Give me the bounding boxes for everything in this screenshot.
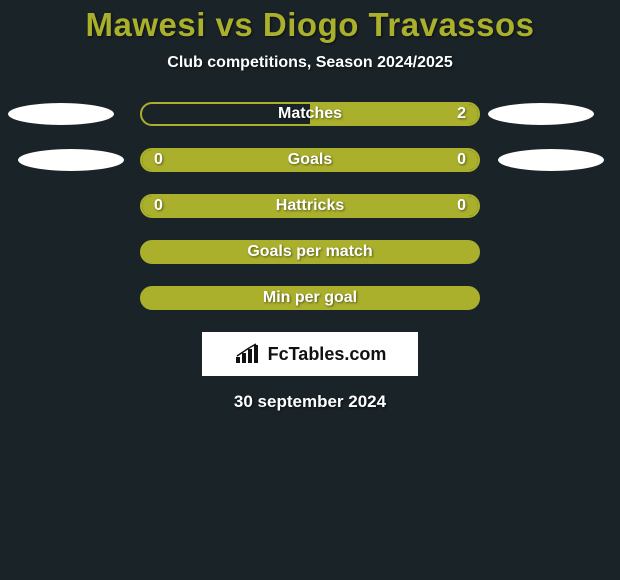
comparison-infographic: Mawesi vs Diogo Travassos Club competiti… (0, 0, 620, 580)
subtitle: Club competitions, Season 2024/2025 (0, 54, 620, 72)
stat-rows: Matches 2 Goals 0 0 Hattricks 0 0 Goals per matc… (0, 102, 620, 310)
right-photo-placeholder (488, 103, 594, 125)
stat-label: Goals (288, 151, 332, 169)
stat-label: Matches (278, 105, 342, 123)
stat-label: Goals per match (247, 243, 372, 261)
stat-bar: Goals 0 0 (140, 148, 480, 172)
stat-row: Matches 2 (0, 102, 620, 126)
left-fill (140, 150, 310, 170)
date-line: 30 september 2024 (0, 392, 620, 412)
stat-label: Min per goal (263, 289, 357, 307)
left-photo-placeholder (18, 149, 124, 171)
left-photo-placeholder (8, 103, 114, 125)
stat-right-value: 0 (457, 151, 466, 169)
stat-row: Hattricks 0 0 (0, 194, 620, 218)
stat-label: Hattricks (276, 197, 344, 215)
logo-text: FcTables.com (268, 344, 387, 365)
stat-bar: Goals per match (140, 240, 480, 264)
stat-bar: Hattricks 0 0 (140, 194, 480, 218)
right-fill (310, 150, 480, 170)
logo-box: FcTables.com (202, 332, 418, 376)
stat-bar: Matches 2 (140, 102, 480, 126)
stat-left-value: 0 (154, 151, 163, 169)
bars-icon (234, 343, 262, 365)
stat-right-value: 2 (457, 105, 466, 123)
stat-row: Goals per match (0, 240, 620, 264)
stat-right-value: 0 (457, 197, 466, 215)
stat-row: Min per goal (0, 286, 620, 310)
right-photo-placeholder (498, 149, 604, 171)
page-title: Mawesi vs Diogo Travassos (0, 0, 620, 44)
stat-bar: Min per goal (140, 286, 480, 310)
stat-row: Goals 0 0 (0, 148, 620, 172)
stat-left-value: 0 (154, 197, 163, 215)
